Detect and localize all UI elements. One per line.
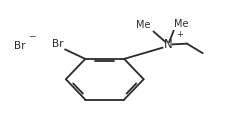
Text: −: −	[28, 31, 36, 40]
Text: Me: Me	[136, 20, 150, 30]
Text: Br: Br	[14, 41, 25, 51]
Text: +: +	[176, 30, 183, 39]
Text: N: N	[164, 38, 172, 51]
Text: Me: Me	[174, 19, 188, 29]
Text: Br: Br	[52, 39, 63, 49]
